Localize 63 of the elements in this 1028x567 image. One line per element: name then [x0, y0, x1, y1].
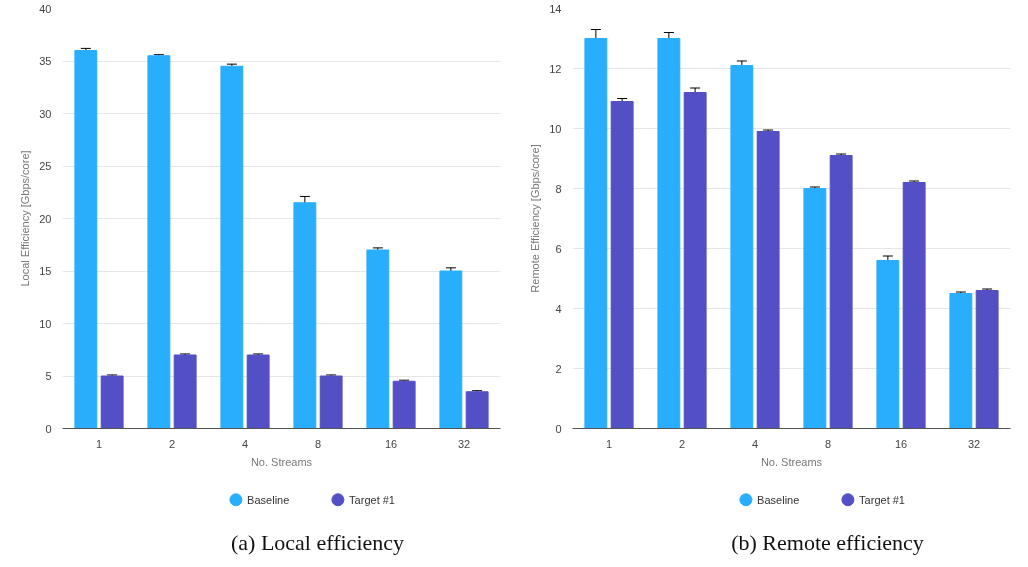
y-tick-label: 0 [555, 422, 562, 435]
x-tick-label: 2 [168, 437, 176, 450]
bar [319, 375, 343, 429]
bar [100, 375, 124, 429]
y-axis-title: Local Efficiency [Gbps/core] [19, 150, 32, 287]
bar [902, 182, 926, 429]
y-tick-label: 12 [549, 62, 562, 75]
legend-label: Target #1 [349, 493, 395, 506]
y-axis-title: Remote Efficiency [Gbps/core] [529, 144, 542, 293]
x-tick-label: 1 [95, 437, 103, 450]
y-tick-label: 2 [555, 362, 562, 375]
y-tick-label: 8 [555, 182, 562, 195]
bar [220, 65, 244, 429]
bar [683, 92, 707, 429]
bar [730, 65, 754, 429]
bar [949, 293, 973, 429]
y-tick-label: 35 [39, 55, 52, 67]
bar [366, 249, 390, 429]
bar [829, 155, 853, 429]
x-tick-label: 4 [241, 437, 249, 450]
x-tick-label: 8 [824, 437, 832, 450]
bar [439, 270, 463, 429]
y-tick-label: 0 [45, 422, 52, 435]
y-tick-label: 25 [39, 160, 52, 172]
y-tick-label: 6 [555, 242, 562, 255]
bar [465, 391, 489, 429]
y-tick-label: 20 [39, 212, 52, 225]
y-tick-label: 14 [549, 2, 562, 15]
legend-label: Baseline [757, 493, 800, 506]
x-tick-label: 2 [678, 437, 686, 450]
x-axis-title: No. Streams [760, 455, 823, 468]
y-tick-label: 40 [39, 2, 52, 15]
legend-label: Target #1 [859, 493, 905, 506]
legend-label: Baseline [247, 493, 290, 506]
text: (b) Remote efficiency [731, 529, 924, 555]
text: (a) Local efficiency [230, 529, 405, 555]
x-tick-label: 32 [967, 437, 981, 450]
y-tick-label: 4 [555, 302, 562, 315]
x-axis-title: No. Streams [250, 455, 313, 468]
x-tick-label: 8 [314, 437, 322, 450]
bar [74, 50, 98, 429]
bar [657, 38, 681, 429]
x-tick-label: 16 [894, 437, 908, 450]
bar [392, 380, 416, 429]
bar [975, 290, 999, 429]
bar [147, 55, 171, 429]
bar [756, 131, 780, 429]
y-tick-label: 15 [39, 265, 52, 277]
bar [246, 354, 270, 429]
x-tick-label: 32 [457, 437, 471, 450]
bar [173, 354, 197, 429]
bar [610, 101, 634, 429]
y-tick-label: 30 [39, 107, 52, 120]
x-tick-label: 16 [384, 437, 398, 450]
bar [584, 38, 608, 429]
bar [803, 188, 827, 429]
y-tick-label: 5 [45, 370, 52, 382]
x-tick-label: 4 [751, 437, 759, 450]
bar [293, 202, 317, 429]
y-tick-label: 10 [39, 317, 52, 330]
x-tick-label: 1 [605, 437, 613, 450]
y-tick-label: 10 [549, 122, 562, 135]
bar [876, 260, 900, 429]
